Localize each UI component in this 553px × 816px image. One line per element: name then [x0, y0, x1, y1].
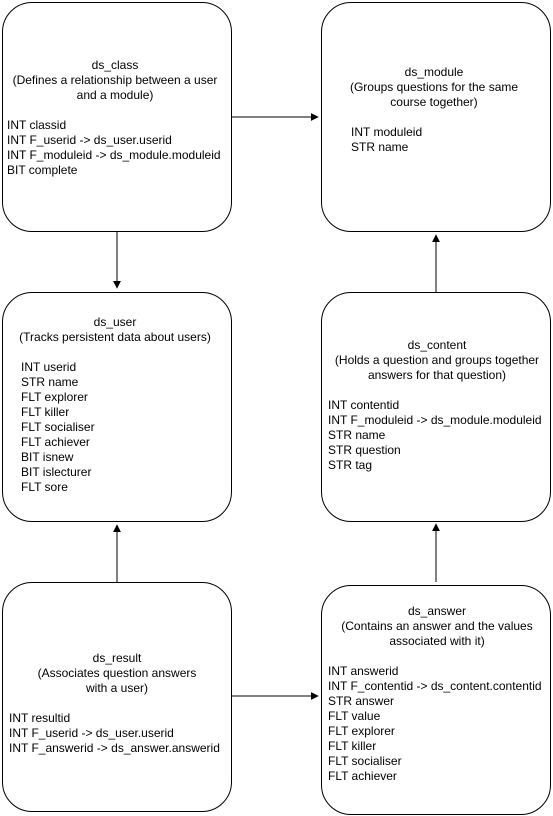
ds-result-field: INT F_answerid -> ds_answer.answerid — [9, 741, 220, 755]
ds-user-field: FLT sore — [21, 480, 68, 494]
ds-user-field: STR name — [21, 375, 79, 389]
ds-user-description-line-1: (Tracks persistent data about users) — [19, 330, 211, 344]
ds-class-fields: INT classid INT F_userid -> ds_user.user… — [7, 118, 223, 178]
ds-class-title: ds_class — [91, 58, 139, 72]
ds-class-box: ds_class (Defines a relationship between… — [2, 2, 232, 232]
ds-result-title: ds_result — [92, 651, 142, 665]
ds-result-box: ds_result (Associates question answers w… — [2, 582, 232, 812]
ds-module-fields: INT moduleid STR name — [351, 125, 542, 155]
ds-result-field: INT resultid — [9, 711, 71, 725]
ds-content-title: ds_content — [407, 338, 467, 352]
ds-content-field: INT contentid — [328, 398, 400, 412]
ds-result-field: INT F_userid -> ds_user.userid — [9, 726, 174, 740]
ds-user-field: BIT isnew — [21, 450, 74, 464]
ds-answer-fields: INT answerid INT F_contentid -> ds_conte… — [328, 664, 546, 784]
ds-user-field: FLT socialiser — [21, 420, 95, 434]
ds-class-field: INT F_moduleid -> ds_module.moduleid — [7, 148, 221, 162]
ds-user-field: BIT islecturer — [21, 465, 92, 479]
ds-module-box: ds_module (Groups questions for the same… — [321, 2, 551, 232]
ds-content-description-line-1: (Holds a question and groups together — [334, 353, 540, 367]
ds-class-field: BIT complete — [7, 163, 78, 177]
ds-content-field: INT F_moduleid -> ds_module.moduleid — [328, 413, 542, 427]
ds-module-field: STR name — [351, 140, 409, 154]
ds-content-fields: INT contentid INT F_moduleid -> ds_modul… — [328, 398, 546, 473]
ds-module-field: INT moduleid — [351, 125, 423, 139]
ds-user-field: FLT achiever — [21, 435, 90, 449]
ds-answer-field: FLT explorer — [328, 724, 395, 738]
ds-answer-description-line-2: associated with it) — [389, 634, 485, 648]
ds-answer-field: FLT killer — [328, 739, 377, 753]
ds-content-description-line-2: answers for that question) — [367, 368, 507, 382]
ds-user-title: ds_user — [93, 315, 137, 329]
ds-class-description-line-1: (Defines a relationship between a user — [12, 73, 218, 87]
ds-user-field: FLT killer — [21, 405, 70, 419]
ds-answer-box: ds_answer (Contains an answer and the va… — [321, 585, 551, 815]
ds-module-title: ds_module — [404, 65, 464, 79]
ds-content-field: STR tag — [328, 458, 373, 472]
ds-answer-description-line-1: (Contains an answer and the values — [341, 619, 533, 633]
ds-user-field: FLT explorer — [21, 390, 88, 404]
ds-module-description-line-1: (Groups questions for the same — [349, 80, 519, 94]
ds-result-description-line-2: with a user) — [85, 681, 149, 695]
ds-content-box: ds_content (Holds a question and groups … — [321, 292, 551, 522]
ds-answer-field: STR answer — [328, 694, 395, 708]
ds-answer-field: FLT achiever — [328, 769, 397, 783]
ds-content-field: STR name — [328, 428, 386, 442]
ds-content-field: STR question — [328, 443, 401, 457]
ds-answer-field: INT F_contentid -> ds_content.contentid — [328, 679, 542, 693]
ds-answer-field: FLT socialiser — [328, 754, 402, 768]
ds-answer-title: ds_answer — [407, 604, 467, 618]
ds-answer-field: FLT value — [328, 709, 381, 723]
ds-class-description-line-2: and a module) — [76, 88, 154, 102]
ds-user-fields: INT userid STR name FLT explorer FLT kil… — [21, 360, 223, 495]
ds-user-box: ds_user (Tracks persistent data about us… — [2, 292, 232, 522]
ds-module-description-line-2: course together) — [390, 95, 478, 109]
ds-result-description-line-1: (Associates question answers — [37, 666, 197, 680]
ds-class-field: INT F_userid -> ds_user.userid — [7, 133, 172, 147]
ds-user-field: INT userid — [21, 360, 77, 374]
ds-answer-field: INT answerid — [328, 664, 399, 678]
ds-class-field: INT classid — [7, 118, 67, 132]
ds-result-fields: INT resultid INT F_userid -> ds_user.use… — [9, 711, 225, 756]
